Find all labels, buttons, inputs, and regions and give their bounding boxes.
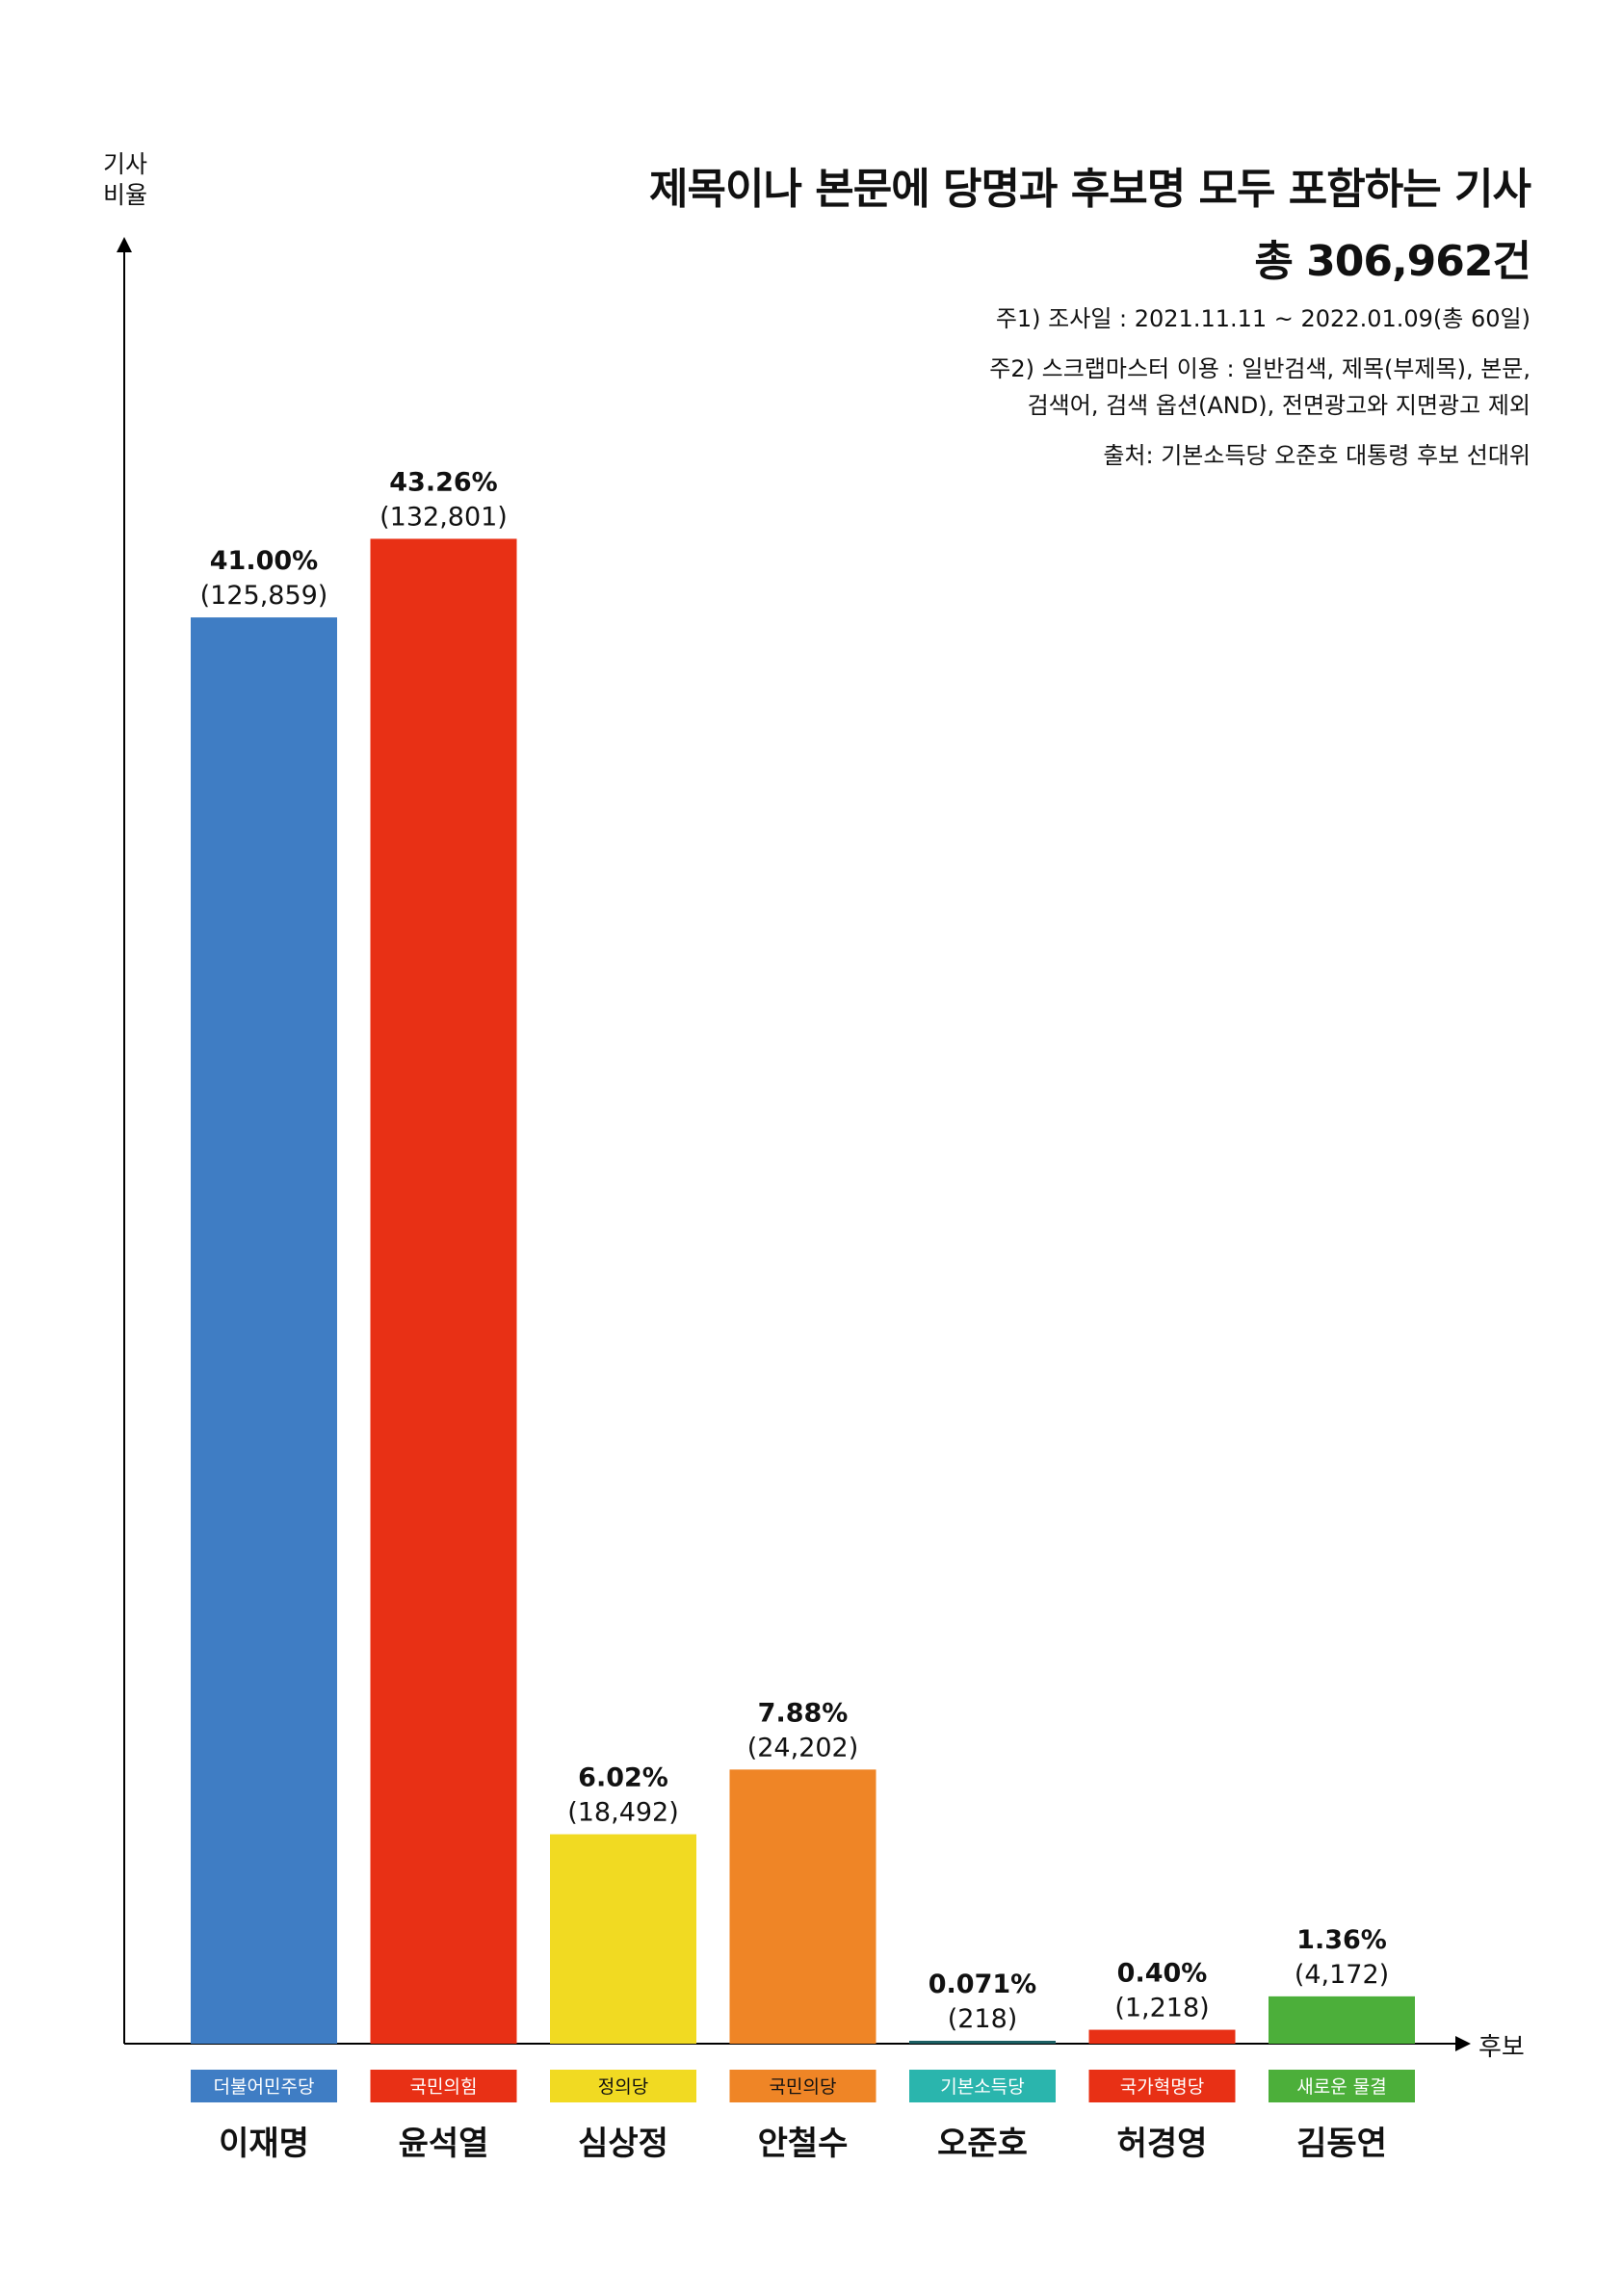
note-method-line2: 검색어, 검색 옵션(AND), 전면광고와 지면광고 제외 xyxy=(1027,392,1530,419)
bar-percent-label-6: 1.36% xyxy=(1296,1925,1387,1955)
bar-percent-label-2: 6.02% xyxy=(578,1763,668,1793)
party-badge-6 xyxy=(1269,2070,1415,2102)
party-name-4: 기본소득당 xyxy=(940,2076,1024,2098)
x-axis-arrow xyxy=(1455,2036,1471,2051)
party-name-5: 국가혁명당 xyxy=(1120,2076,1204,2098)
y-axis-label: 기사 비율 xyxy=(94,149,156,211)
bar-4 xyxy=(909,2041,1056,2044)
party-name-1: 국민의힘 xyxy=(410,2076,478,2098)
bar-percent-label-5: 0.40% xyxy=(1117,1959,1208,1989)
bar-3 xyxy=(729,1769,876,2044)
bar-1 xyxy=(370,538,517,2045)
y-axis-arrow xyxy=(117,237,132,252)
chart-title: 제목이나 본문에 당명과 후보명 모두 포함하는 기사 xyxy=(649,165,1531,214)
bar-count-label-1: (132,801) xyxy=(379,502,508,532)
bar-percent-label-4: 0.071% xyxy=(929,1970,1036,1999)
bar-percent-label-3: 7.88% xyxy=(758,1698,849,1728)
party-badge-2 xyxy=(550,2070,696,2102)
note-survey-period: 주1) 조사일 : 2021.11.11 ~ 2022.01.09(총 60일) xyxy=(995,305,1530,332)
bar-count-label-3: (24,202) xyxy=(747,1733,859,1762)
party-badge-0 xyxy=(191,2070,337,2102)
candidate-name-4: 오준호 xyxy=(937,2125,1028,2163)
source-note: 출처: 기본소득당 오준호 대통령 후보 선대위 xyxy=(1103,442,1530,469)
bar-6 xyxy=(1269,1996,1415,2044)
party-name-6: 새로운 물결 xyxy=(1296,2076,1386,2098)
bar-percent-label-1: 43.26% xyxy=(389,467,497,497)
bar-percent-label-0: 41.00% xyxy=(210,546,318,576)
bar-count-label-4: (218) xyxy=(948,2004,1018,2034)
note-method-line1: 주2) 스크랩마스터 이용 : 일반검색, 제목(부제목), 본문, xyxy=(989,355,1530,382)
candidate-name-1: 윤석열 xyxy=(399,2125,489,2163)
bar-count-label-0: (125,859) xyxy=(200,581,328,611)
party-name-2: 정의당 xyxy=(598,2076,648,2098)
x-axis-label: 후보 xyxy=(1478,2033,1525,2062)
candidate-name-2: 심상정 xyxy=(578,2125,668,2163)
candidate-name-0: 이재명 xyxy=(219,2125,309,2163)
party-badge-5 xyxy=(1088,2070,1236,2102)
party-badge-4 xyxy=(909,2070,1056,2102)
candidate-name-5: 허경영 xyxy=(1117,2125,1208,2163)
bar-5 xyxy=(1088,2029,1236,2044)
candidate-name-3: 안철수 xyxy=(758,2125,849,2163)
candidate-name-6: 김동연 xyxy=(1296,2125,1387,2163)
bar-2 xyxy=(550,1834,696,2044)
bar-count-label-6: (4,172) xyxy=(1295,1960,1389,1990)
bar-count-label-2: (18,492) xyxy=(567,1798,679,1828)
party-name-3: 국민의당 xyxy=(770,2076,837,2098)
y-axis-label-line2: 비율 xyxy=(102,181,147,209)
party-badge-3 xyxy=(729,2070,876,2102)
y-axis-label-line1: 기사 xyxy=(102,150,147,178)
chart-subtitle-total: 총 306,962건 xyxy=(1254,237,1531,286)
bar-count-label-5: (1,218) xyxy=(1114,1994,1209,2023)
bar-0 xyxy=(191,617,337,2044)
party-name-0: 더불어민주당 xyxy=(214,2076,315,2098)
party-badge-1 xyxy=(370,2070,517,2102)
